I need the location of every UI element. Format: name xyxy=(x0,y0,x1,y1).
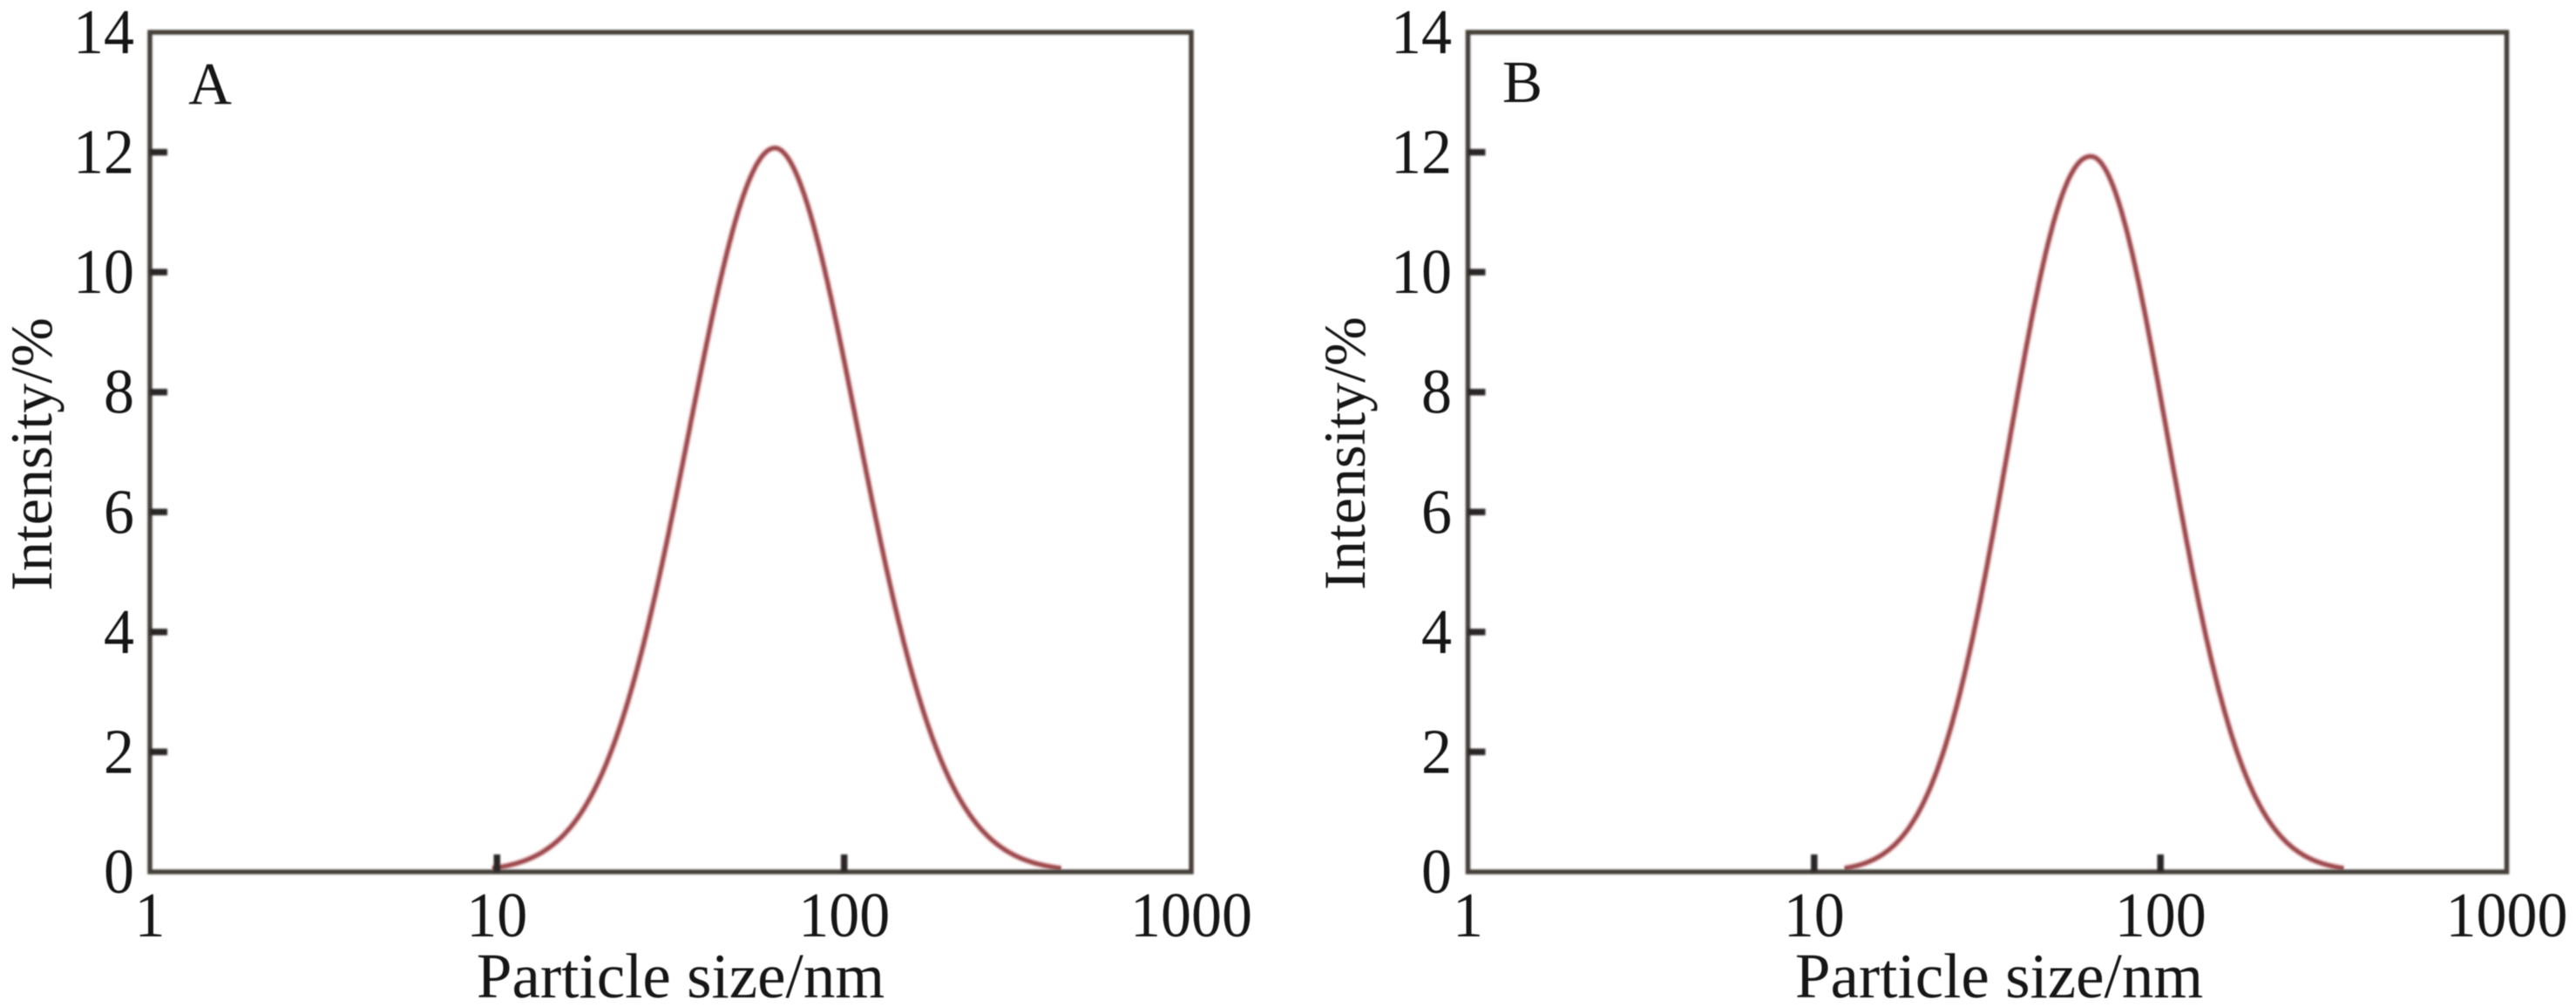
svg-text:8: 8 xyxy=(1421,356,1452,427)
svg-text:10: 10 xyxy=(1784,879,1845,950)
svg-text:Particle size/nm: Particle size/nm xyxy=(1795,941,2203,1007)
svg-text:4: 4 xyxy=(104,595,134,667)
svg-text:2: 2 xyxy=(104,716,134,787)
svg-text:6: 6 xyxy=(104,476,134,548)
svg-text:Particle size/nm: Particle size/nm xyxy=(477,941,885,1007)
svg-text:1: 1 xyxy=(1453,879,1483,950)
svg-text:8: 8 xyxy=(104,356,134,427)
svg-text:1: 1 xyxy=(134,879,165,950)
svg-text:2: 2 xyxy=(1421,716,1452,787)
svg-text:12: 12 xyxy=(73,116,134,187)
svg-text:100: 100 xyxy=(798,879,890,950)
svg-text:10: 10 xyxy=(466,879,527,950)
svg-text:B: B xyxy=(1502,49,1542,115)
svg-text:10: 10 xyxy=(1391,236,1452,308)
svg-text:0: 0 xyxy=(1421,835,1452,907)
svg-text:Intensity/%: Intensity/% xyxy=(0,317,64,591)
svg-text:4: 4 xyxy=(1421,595,1452,667)
svg-text:6: 6 xyxy=(1421,476,1452,548)
svg-text:10: 10 xyxy=(73,236,134,308)
svg-text:0: 0 xyxy=(104,835,134,907)
svg-text:100: 100 xyxy=(2115,879,2207,950)
svg-text:A: A xyxy=(188,51,232,117)
svg-text:Intensity/%: Intensity/% xyxy=(1312,316,1378,590)
svg-text:12: 12 xyxy=(1391,116,1452,187)
svg-text:1000: 1000 xyxy=(2446,879,2568,950)
svg-text:14: 14 xyxy=(73,0,134,67)
svg-text:14: 14 xyxy=(1391,0,1452,67)
svg-text:1000: 1000 xyxy=(1130,879,1252,950)
